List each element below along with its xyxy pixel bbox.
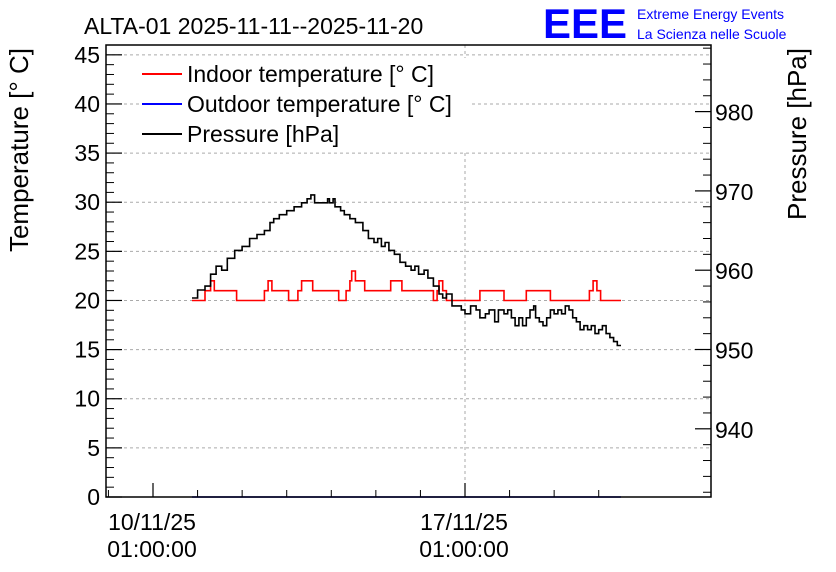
y-tick-label-right: 970 [715, 179, 753, 205]
chart-title: ALTA-01 2025-11-11--2025-11-20 [84, 13, 423, 39]
y-tick-label-left: 45 [74, 42, 100, 68]
logo-line2: La Scienza nelle Scuole [637, 26, 787, 42]
series-line-1 [192, 270, 621, 302]
y-tick-label-left: 35 [74, 140, 100, 166]
series-layer [192, 194, 621, 498]
x-tick-label-date: 10/11/25 [108, 509, 196, 535]
y-tick-label-right: 980 [715, 100, 753, 126]
y-tick-label-left: 25 [74, 238, 100, 264]
logo-mark: EEE [543, 0, 627, 47]
axis-layer: 0 5 10 15 20 25 30 35 40 45 940 950 960 970 980 10/11/2… [74, 42, 753, 562]
y-axis-label-left: Temperature [° C] [4, 48, 34, 252]
y-tick-label-left: 5 [87, 435, 100, 461]
y-tick-label-left: 30 [74, 189, 100, 215]
x-tick-label-date: 17/11/25 [420, 509, 508, 535]
y-tick-label-left: 20 [74, 287, 100, 313]
x-tick-label-time: 01:00:00 [107, 536, 197, 562]
y-tick-label-left: 40 [74, 91, 100, 117]
legend-background [140, 58, 470, 150]
legend-label-3: Pressure [hPa] [187, 121, 339, 147]
legend-label-2: Outdoor temperature [° C] [187, 91, 452, 117]
y-tick-label-right: 950 [715, 338, 753, 364]
series-line-3 [192, 194, 621, 347]
y-tick-label-right: 940 [715, 417, 753, 443]
legend: Indoor temperature [° C] Outdoor temperat… [142, 61, 452, 147]
y-tick-label-left: 10 [74, 386, 100, 412]
x-tick-label-time: 01:00:00 [419, 536, 509, 562]
y-tick-label-left: 15 [74, 337, 100, 363]
legend-label-1: Indoor temperature [° C] [187, 61, 434, 87]
y-axis-label-right: Pressure [hPa] [782, 48, 812, 220]
logo-line1: Extreme Energy Events [637, 6, 784, 22]
y-tick-label-right: 960 [715, 258, 753, 284]
eee-logo: EEE Extreme Energy Events La Scienza nel… [543, 0, 787, 47]
y-tick-label-left: 0 [87, 484, 100, 510]
